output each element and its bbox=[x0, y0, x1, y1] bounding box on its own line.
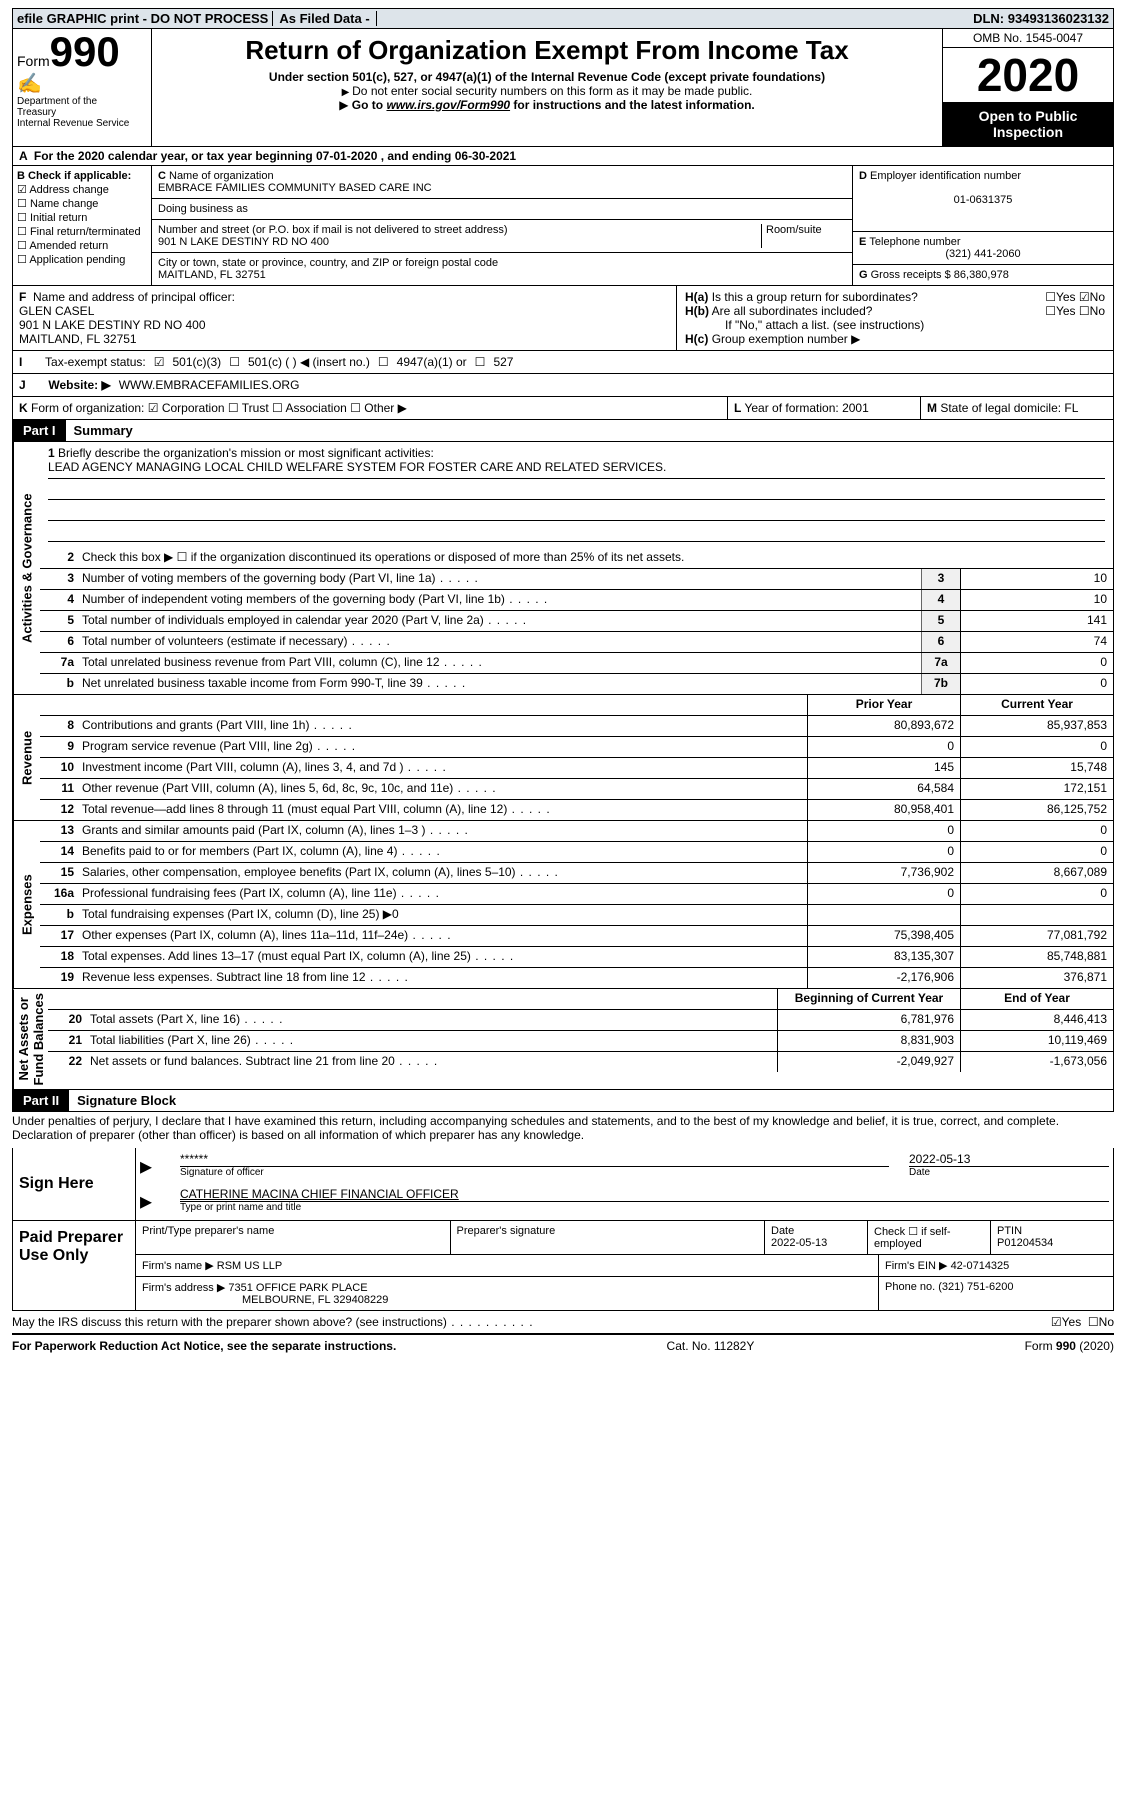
section-f-h: F Name and address of principal officer:… bbox=[12, 286, 1114, 351]
officer-name: GLEN CASEL bbox=[19, 304, 94, 318]
table-row: 13 Grants and similar amounts paid (Part… bbox=[40, 821, 1113, 842]
summary-net-assets: Net Assets or Fund Balances Beginning of… bbox=[12, 989, 1114, 1090]
top-bar: efile GRAPHIC print - DO NOT PROCESS As … bbox=[12, 8, 1114, 29]
perjury-statement: Under penalties of perjury, I declare th… bbox=[12, 1112, 1114, 1148]
website[interactable]: WWW.EMBRACEFAMILIES.ORG bbox=[119, 378, 300, 392]
table-row: 7a Total unrelated business revenue from… bbox=[40, 653, 1113, 674]
table-row: 11 Other revenue (Part VIII, column (A),… bbox=[40, 779, 1113, 800]
table-row: 20 Total assets (Part X, line 16) 6,781,… bbox=[48, 1010, 1113, 1031]
form-number: Form990 bbox=[17, 33, 147, 71]
table-row: 21 Total liabilities (Part X, line 26) 8… bbox=[48, 1031, 1113, 1052]
paid-preparer-block: Paid Preparer Use Only Print/Type prepar… bbox=[12, 1221, 1114, 1311]
part-i-header: Part I Summary bbox=[12, 420, 1114, 442]
table-row: b Net unrelated business taxable income … bbox=[40, 674, 1113, 694]
table-row: b Total fundraising expenses (Part IX, c… bbox=[40, 905, 1113, 926]
section-b-through-g: B Check if applicable: ☑ Address change … bbox=[12, 166, 1114, 286]
table-row: 15 Salaries, other compensation, employe… bbox=[40, 863, 1113, 884]
check-final-return[interactable]: ☐ Final return/terminated bbox=[17, 225, 147, 238]
org-address: 901 N LAKE DESTINY RD NO 400 bbox=[158, 236, 329, 248]
officer-signature-name: CATHERINE MACINA CHIEF FINANCIAL OFFICER bbox=[180, 1187, 1109, 1201]
note-1: Do not enter social security numbers on … bbox=[160, 84, 934, 98]
ein: 01-0631375 bbox=[859, 194, 1107, 206]
table-row: 4 Number of independent voting members o… bbox=[40, 590, 1113, 611]
section-i: I Tax-exempt status: ☑ 501(c)(3) ☐ 501(c… bbox=[12, 351, 1114, 374]
org-name: EMBRACE FAMILIES COMMUNITY BASED CARE IN… bbox=[158, 182, 432, 194]
table-row: 16a Professional fundraising fees (Part … bbox=[40, 884, 1113, 905]
check-amended-return[interactable]: ☐ Amended return bbox=[17, 239, 147, 252]
section-a: A For the 2020 calendar year, or tax yea… bbox=[12, 147, 1114, 166]
section-b: B Check if applicable: ☑ Address change … bbox=[13, 166, 152, 285]
check-initial-return[interactable]: ☐ Initial return bbox=[17, 211, 147, 224]
tax-year: 2020 bbox=[943, 48, 1113, 102]
table-row: 9 Program service revenue (Part VIII, li… bbox=[40, 737, 1113, 758]
table-row: 12 Total revenue—add lines 8 through 11 … bbox=[40, 800, 1113, 820]
omb-number: OMB No. 1545-0047 bbox=[943, 29, 1113, 48]
summary-governance: Activities & Governance 1 Briefly descri… bbox=[12, 442, 1114, 695]
table-row: 8 Contributions and grants (Part VIII, l… bbox=[40, 716, 1113, 737]
section-j: J Website: ▶ WWW.EMBRACEFAMILIES.ORG bbox=[12, 374, 1114, 397]
table-row: 18 Total expenses. Add lines 13–17 (must… bbox=[40, 947, 1113, 968]
table-row: 5 Total number of individuals employed i… bbox=[40, 611, 1113, 632]
part-ii-header: Part II Signature Block bbox=[12, 1090, 1114, 1112]
form990-link[interactable]: www.irs.gov/Form990 bbox=[386, 98, 510, 112]
form-header: Form990 ✍ Department of the Treasury Int… bbox=[12, 29, 1114, 147]
gross-receipts: 86,380,978 bbox=[954, 269, 1009, 281]
page-footer: For Paperwork Reduction Act Notice, see … bbox=[12, 1335, 1114, 1357]
note-2: ▶ Go to www.irs.gov/Form990 for instruct… bbox=[160, 98, 934, 112]
form-subtitle: Under section 501(c), 527, or 4947(a)(1)… bbox=[160, 70, 934, 84]
check-application-pending[interactable]: ☐ Application pending bbox=[17, 253, 147, 266]
discuss-row: May the IRS discuss this return with the… bbox=[12, 1311, 1114, 1335]
topbar-mid: As Filed Data - bbox=[272, 11, 376, 26]
topbar-left: efile GRAPHIC print - DO NOT PROCESS bbox=[17, 11, 268, 26]
check-name-change[interactable]: ☐ Name change bbox=[17, 197, 147, 210]
mission-text: LEAD AGENCY MANAGING LOCAL CHILD WELFARE… bbox=[48, 460, 1105, 479]
section-c: C Name of organization EMBRACE FAMILIES … bbox=[152, 166, 853, 285]
inspection-box: Open to Public Inspection bbox=[943, 102, 1113, 146]
form-title: Return of Organization Exempt From Incom… bbox=[160, 35, 934, 66]
table-row: 19 Revenue less expenses. Subtract line … bbox=[40, 968, 1113, 988]
table-row: 22 Net assets or fund balances. Subtract… bbox=[48, 1052, 1113, 1072]
table-row: 14 Benefits paid to or for members (Part… bbox=[40, 842, 1113, 863]
table-row: 10 Investment income (Part VIII, column … bbox=[40, 758, 1113, 779]
summary-expenses: Expenses 13 Grants and similar amounts p… bbox=[12, 821, 1114, 989]
table-row: 6 Total number of volunteers (estimate i… bbox=[40, 632, 1113, 653]
table-row: 17 Other expenses (Part IX, column (A), … bbox=[40, 926, 1113, 947]
telephone: (321) 441-2060 bbox=[859, 248, 1107, 260]
section-k-l-m: K Form of organization: ☑ Corporation ☐ … bbox=[12, 397, 1114, 420]
dept-treasury: Department of the Treasury Internal Reve… bbox=[17, 96, 147, 129]
dln: DLN: 93493136023132 bbox=[973, 11, 1109, 26]
sign-here-block: Sign Here ▸ ****** Signature of officer … bbox=[12, 1148, 1114, 1221]
table-row: 3 Number of voting members of the govern… bbox=[40, 569, 1113, 590]
check-address-change[interactable]: ☑ Address change bbox=[17, 183, 147, 196]
summary-revenue: Revenue Prior Year Current Year 8 Contri… bbox=[12, 695, 1114, 821]
org-city: MAITLAND, FL 32751 bbox=[158, 269, 266, 281]
firm-name: RSM US LLP bbox=[217, 1260, 282, 1272]
